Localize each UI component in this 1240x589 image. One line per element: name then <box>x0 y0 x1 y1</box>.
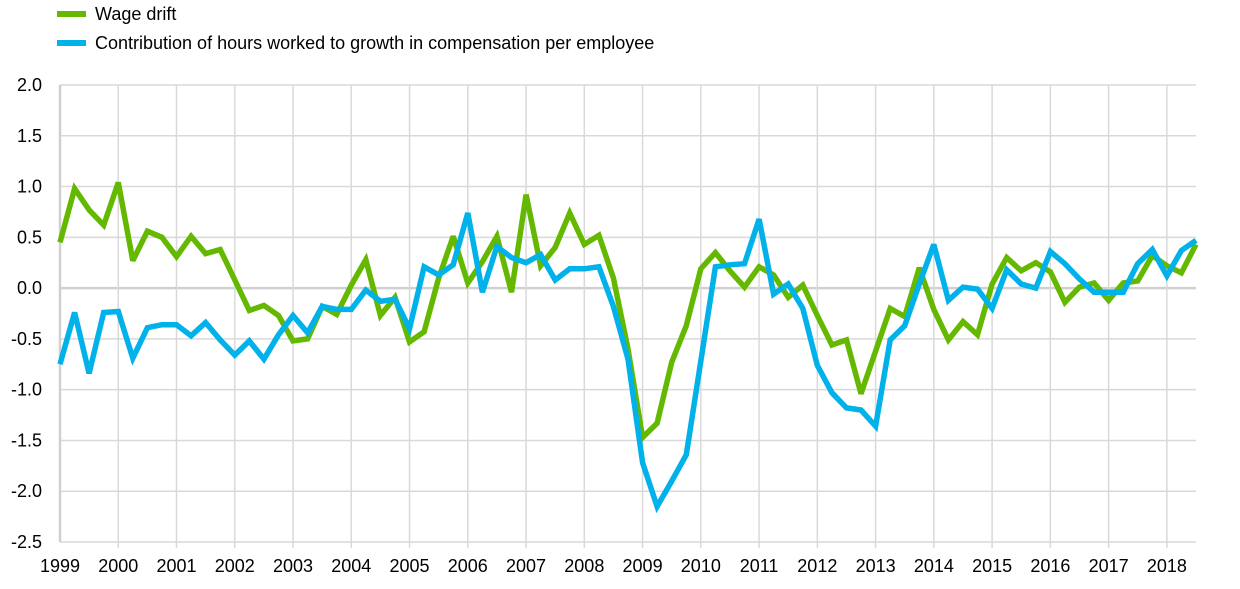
gridlines <box>58 84 1196 548</box>
legend-label: Contribution of hours worked to growth i… <box>95 33 654 53</box>
y-tick-label: -1.5 <box>11 430 42 450</box>
x-tick-label: 2012 <box>797 556 837 576</box>
x-tick-label: 2004 <box>331 556 371 576</box>
y-tick-label: -2.5 <box>11 532 42 552</box>
x-tick-label: 2000 <box>98 556 138 576</box>
legend: Wage drift Contribution of hours worked t… <box>57 4 654 53</box>
x-tick-label: 2006 <box>448 556 488 576</box>
y-tick-label: 1.5 <box>17 126 42 146</box>
series-lines <box>57 181 1199 514</box>
y-axis-ticks: 2.0 1.5 1.0 0.5 0.0 -0.5 -1.0 -1.5 -2.0 -2.5 <box>11 75 42 552</box>
y-tick-label: 1.0 <box>17 177 42 197</box>
x-tick-label: 2010 <box>681 556 721 576</box>
x-tick-label: 2009 <box>623 556 663 576</box>
x-tick-label: 2008 <box>564 556 604 576</box>
y-tick-label: -2.0 <box>11 481 42 501</box>
x-tick-label: 2011 <box>740 556 779 576</box>
x-tick-label: 2015 <box>972 556 1012 576</box>
series-line-hours-contribution <box>57 212 1198 514</box>
x-tick-label: 2016 <box>1030 556 1070 576</box>
y-tick-label: -0.5 <box>11 329 42 349</box>
x-tick-label: 2003 <box>273 556 313 576</box>
series-line-wage-drift <box>57 181 1199 444</box>
y-tick-label: -1.0 <box>11 380 42 400</box>
x-tick-label: 2002 <box>215 556 255 576</box>
y-tick-label: 0.5 <box>17 227 42 247</box>
x-tick-label: 2018 <box>1147 556 1187 576</box>
x-axis-ticks: 1999 2000 2001 2002 2003 2004 2005 2006 2007 2008… <box>40 556 1187 576</box>
x-tick-label: 2017 <box>1089 556 1129 576</box>
x-tick-label: 2001 <box>156 556 196 576</box>
x-tick-label: 2014 <box>914 556 954 576</box>
legend-label: Wage drift <box>95 4 176 24</box>
x-tick-label: 2005 <box>390 556 430 576</box>
x-tick-label: 2007 <box>506 556 546 576</box>
y-tick-label: 0.0 <box>17 278 42 298</box>
y-tick-label: 2.0 <box>17 75 42 95</box>
x-tick-label: 1999 <box>40 556 80 576</box>
x-tick-label: 2013 <box>856 556 896 576</box>
